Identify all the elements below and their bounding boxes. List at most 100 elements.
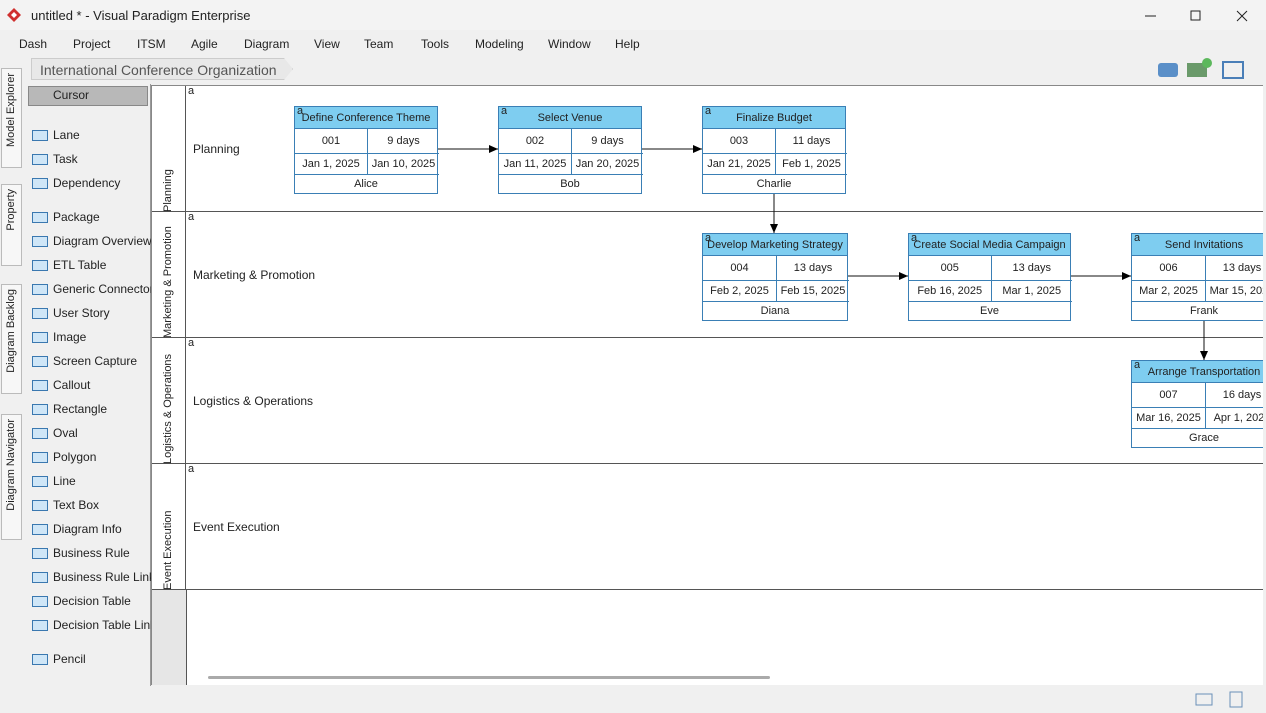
task[interactable]: Define Conference Theme a 001 9 days Jan 1, … — [294, 105, 439, 194]
task-start: Jan 11, 2025 — [499, 154, 572, 175]
lane: Marketing & Promotion a Marketing & Promot… — [152, 211, 1263, 338]
palette-item[interactable]: Decision Table — [53, 594, 131, 608]
menu-item[interactable]: Agile — [191, 37, 218, 51]
palette-item[interactable]: ETL Table — [53, 258, 107, 272]
dependency[interactable] — [1200, 320, 1208, 360]
side-tab-label: Diagram Backlog — [5, 289, 17, 373]
menu-item[interactable]: ITSM — [137, 37, 166, 51]
task-start: Jan 1, 2025 — [295, 154, 368, 175]
palette-icon — [32, 548, 48, 559]
task-name: Create Social Media Campaign — [909, 234, 1070, 256]
menu-item[interactable]: Window — [548, 37, 591, 51]
breadcrumb[interactable]: International Conference Organization — [31, 58, 293, 80]
side-tab[interactable]: Property — [1, 184, 22, 266]
menu-bar: Dash Project ITSM Agile Diagram View Team Tools… — [0, 32, 1266, 54]
menu-item[interactable]: Dash — [19, 37, 48, 51]
task[interactable]: Finalize Budget a 003 11 days Jan 21, 2025 Fe… — [702, 105, 847, 194]
palette-icon — [32, 596, 48, 607]
window-controls[interactable] — [1140, 8, 1255, 24]
palette-item[interactable]: Cursor — [53, 88, 90, 102]
dependency[interactable] — [1071, 272, 1131, 280]
menu-item[interactable]: Tools — [421, 37, 450, 51]
task-marker: a — [297, 105, 304, 117]
task-owner: Grace — [1189, 432, 1219, 444]
palette-item[interactable]: Line — [53, 474, 76, 488]
palette-item[interactable]: Diagram Info — [53, 522, 122, 536]
task[interactable]: Send Invitations a 006 13 days Mar 2, 2025 Ma… — [1131, 232, 1263, 321]
palette-item[interactable]: Text Box — [53, 498, 100, 512]
diagram-canvas: Planning a Planning Marketing & Promotion a M… — [151, 85, 1263, 685]
menu-item[interactable]: Help — [615, 37, 640, 51]
toolbar-icons[interactable] — [1155, 58, 1247, 80]
palette-item[interactable]: Decision Table Link — [53, 618, 157, 632]
palette-item[interactable]: Callout — [53, 378, 91, 392]
palette-item[interactable]: Screen Capture — [53, 354, 138, 368]
task-marker: a — [705, 105, 712, 117]
task-end: Apr 1, 2025 — [1206, 408, 1263, 429]
side-tab[interactable]: Model Explorer — [1, 68, 22, 168]
task[interactable]: Create Social Media Campaign a 005 13 days F… — [908, 232, 1072, 321]
dependency[interactable] — [770, 193, 778, 233]
palette-icon — [32, 380, 48, 391]
task-start: Mar 16, 2025 — [1132, 408, 1206, 429]
palette-item[interactable]: Generic Connector — [53, 282, 154, 296]
side-tab[interactable]: Diagram Navigator — [1, 414, 22, 540]
task-name: Finalize Budget — [703, 107, 845, 129]
palette-item[interactable]: Business Rule Link — [53, 570, 156, 584]
scrollbar[interactable] — [208, 676, 770, 679]
task-id: 004 — [703, 256, 777, 281]
menu-item[interactable]: Diagram — [244, 37, 290, 51]
palette-item[interactable]: Rectangle — [53, 402, 108, 416]
task-marker: a — [705, 232, 712, 244]
lane-label: Marketing & Promotion — [193, 268, 316, 282]
palette-icon — [32, 428, 48, 439]
task[interactable]: Select Venue a 002 9 days Jan 11, 2025 Jan 20… — [498, 105, 643, 194]
palette-item[interactable]: Image — [53, 330, 87, 344]
lane: Event Execution a Event Execution — [152, 463, 1263, 590]
palette-item[interactable]: Business Rule — [53, 546, 130, 560]
menu-item[interactable]: View — [314, 37, 340, 51]
palette-icon — [32, 452, 48, 463]
palette-icon — [32, 130, 48, 141]
side-tab[interactable]: Diagram Backlog — [1, 284, 22, 394]
dependency[interactable] — [438, 145, 498, 153]
dependency[interactable] — [642, 145, 702, 153]
task-marker: a — [1134, 359, 1141, 371]
task-duration: 9 days — [368, 129, 439, 154]
palette-icon — [32, 404, 48, 415]
lane-marker: a — [188, 463, 195, 475]
palette-item[interactable]: Task — [53, 152, 78, 166]
lane: Planning a Planning — [152, 86, 1263, 212]
palette-item[interactable]: Diagram Overview — [53, 234, 152, 248]
task[interactable]: Develop Marketing Strategy a 004 13 days Feb… — [702, 232, 849, 321]
task-end: Feb 15, 2025 — [777, 281, 849, 302]
palette-item[interactable]: Lane — [53, 128, 80, 142]
title-bar: untitled * - Visual Paradigm Enterprise — [0, 0, 1266, 30]
dependency[interactable] — [848, 272, 908, 280]
status-icons[interactable] — [1190, 690, 1250, 710]
task-id: 002 — [499, 129, 572, 154]
palette-item[interactable]: Pencil — [53, 652, 86, 666]
palette-icon — [32, 524, 48, 535]
side-tabs: Model Explorer Property Diagram Backlog Dia… — [0, 60, 24, 690]
task-end: Jan 20, 2025 — [572, 154, 643, 175]
palette-item[interactable]: Package — [53, 210, 100, 224]
task-owner: Bob — [560, 178, 580, 190]
palette-icon — [32, 308, 48, 319]
task-duration: 11 days — [776, 129, 847, 154]
menu-item[interactable]: Project — [73, 37, 111, 51]
menu-item[interactable]: Team — [364, 37, 394, 51]
task-end: Feb 1, 2025 — [776, 154, 847, 175]
task-duration: 9 days — [572, 129, 643, 154]
palette-item[interactable]: Dependency — [53, 176, 121, 190]
palette-item[interactable]: Polygon — [53, 450, 97, 464]
menu-item[interactable]: Modeling — [475, 37, 524, 51]
task[interactable]: Arrange Transportation a 007 16 days Mar 16,… — [1131, 359, 1263, 448]
palette-item[interactable]: Oval — [53, 426, 78, 440]
palette-item[interactable]: User Story — [53, 306, 110, 320]
task-marker: a — [1134, 232, 1141, 244]
lane-marker: a — [188, 337, 195, 349]
palette-icon — [32, 500, 48, 511]
side-tab-label: Property — [5, 189, 17, 231]
lane-label: Event Execution — [193, 520, 280, 534]
